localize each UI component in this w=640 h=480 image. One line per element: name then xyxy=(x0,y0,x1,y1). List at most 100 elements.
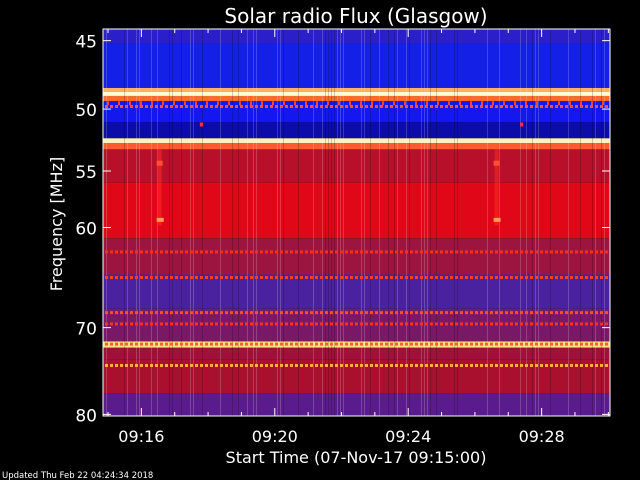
dot xyxy=(485,104,488,108)
dot xyxy=(605,276,608,280)
dot xyxy=(175,250,178,254)
dot xyxy=(230,104,233,108)
dot xyxy=(460,250,463,254)
noise-column xyxy=(421,29,422,416)
dot xyxy=(210,322,213,326)
dot xyxy=(235,104,238,108)
dot xyxy=(400,276,403,280)
dot xyxy=(135,322,138,326)
noise-column xyxy=(247,29,248,416)
dot xyxy=(580,104,583,108)
dot xyxy=(595,342,598,346)
dot xyxy=(595,104,598,108)
dot xyxy=(115,342,118,346)
dot xyxy=(420,311,423,315)
comb-tick xyxy=(272,101,274,106)
dot xyxy=(415,363,418,367)
dot xyxy=(305,276,308,280)
dot xyxy=(540,311,543,315)
dot xyxy=(330,311,333,315)
dot xyxy=(180,276,183,280)
dot xyxy=(120,311,123,315)
dot xyxy=(295,342,298,346)
dot xyxy=(380,363,383,367)
dot xyxy=(230,363,233,367)
dot xyxy=(195,311,198,315)
comb-tick xyxy=(184,101,186,106)
dot xyxy=(265,342,268,346)
dot xyxy=(270,311,273,315)
noise-column xyxy=(151,29,152,416)
dot xyxy=(280,250,283,254)
dot xyxy=(315,250,318,254)
dot xyxy=(415,342,418,346)
dot xyxy=(345,104,348,108)
noise-column xyxy=(526,29,527,416)
dot xyxy=(110,276,113,280)
noise-column xyxy=(535,29,536,416)
dot xyxy=(340,311,343,315)
dot xyxy=(260,250,263,254)
dot xyxy=(315,342,318,346)
dot xyxy=(160,322,163,326)
dot xyxy=(600,250,603,254)
dot xyxy=(420,276,423,280)
band-17 xyxy=(103,393,610,416)
dot xyxy=(280,342,283,346)
dot xyxy=(535,276,538,280)
dot xyxy=(440,363,443,367)
noise-column xyxy=(169,29,170,416)
dot xyxy=(330,342,333,346)
dot xyxy=(185,311,188,315)
dot xyxy=(285,363,288,367)
burst-0 xyxy=(156,149,164,226)
dot xyxy=(105,104,108,108)
dot xyxy=(410,311,413,315)
x-axis-label: Start Time (07-Nov-17 09:15:00) xyxy=(226,448,487,467)
dot xyxy=(225,311,228,315)
dot xyxy=(465,311,468,315)
dot xyxy=(370,311,373,315)
dot xyxy=(455,250,458,254)
dot xyxy=(305,322,308,326)
dot xyxy=(395,311,398,315)
dot xyxy=(490,276,493,280)
dot xyxy=(250,322,253,326)
dot xyxy=(535,322,538,326)
noise-column xyxy=(172,29,173,416)
dot xyxy=(115,363,118,367)
dot xyxy=(210,104,213,108)
dot xyxy=(180,342,183,346)
dot xyxy=(385,104,388,108)
dot xyxy=(360,363,363,367)
dot xyxy=(400,250,403,254)
dot xyxy=(170,322,173,326)
dot xyxy=(225,276,228,280)
dot xyxy=(525,363,528,367)
dot xyxy=(370,250,373,254)
dot xyxy=(515,311,518,315)
dot xyxy=(555,250,558,254)
dot xyxy=(415,311,418,315)
dot xyxy=(590,276,593,280)
dot xyxy=(585,342,588,346)
comb-tick xyxy=(151,101,153,106)
dot xyxy=(600,342,603,346)
dot xyxy=(320,342,323,346)
dot xyxy=(300,104,303,108)
dot xyxy=(155,363,158,367)
dot xyxy=(250,104,253,108)
dot xyxy=(480,342,483,346)
dotted-line-4 xyxy=(105,322,608,326)
band-7 xyxy=(103,138,610,144)
dot xyxy=(575,363,578,367)
dot xyxy=(495,363,498,367)
dot xyxy=(360,311,363,315)
dot xyxy=(205,276,208,280)
dot xyxy=(550,250,553,254)
dot xyxy=(500,363,503,367)
dot xyxy=(380,342,383,346)
dot xyxy=(480,250,483,254)
dot xyxy=(440,250,443,254)
dot xyxy=(145,342,148,346)
